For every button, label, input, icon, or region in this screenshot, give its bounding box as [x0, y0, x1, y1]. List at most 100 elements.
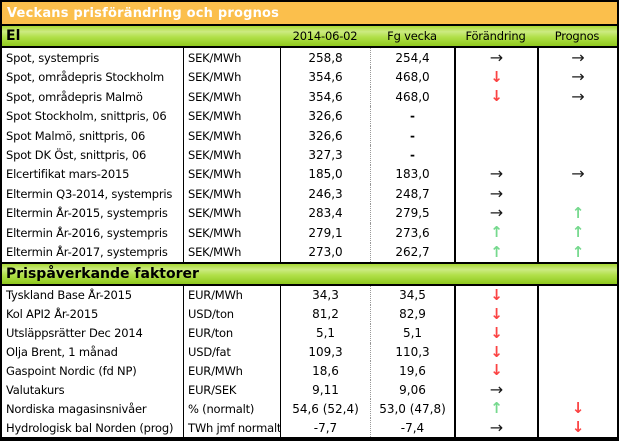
arrow-right-icon: → — [489, 203, 504, 223]
value-current: 258,8 — [280, 48, 370, 68]
change-cell: ↓ — [454, 285, 537, 305]
arrow-up-icon: ↑ — [490, 223, 503, 242]
arrow-down-icon: ↓ — [490, 304, 503, 323]
table-row: Spot, områdepris Stockholm SEK/MWh 354,6 46… — [2, 67, 617, 87]
arrow-down-icon: ↓ — [490, 285, 503, 304]
table-row: Nordiska magasinsnivåer % (normalt) 54,6 (… — [2, 399, 617, 419]
table-row: Spot Malmö, snittpris, 06 SEK/MWh 326,6- — [2, 125, 617, 146]
table-row: Eltermin Q3-2014, systempris SEK/MWh 246,3… — [2, 184, 617, 204]
forecast-cell — [537, 304, 617, 324]
forecast-cell: ↑ — [537, 203, 617, 224]
section-header-el: El 2014-06-02 Fg vecka Förändring Progno… — [2, 26, 617, 48]
value-previous: 9,06 — [370, 380, 454, 400]
row-unit: SEK/MWh — [183, 86, 280, 107]
change-cell: ↑ — [454, 223, 537, 243]
change-cell: ↓ — [454, 67, 537, 87]
change-cell — [454, 125, 537, 146]
row-label: Spot Malmö, snittpris, 06 — [6, 128, 146, 143]
table-row: Elcertifikat mars-2015 SEK/MWh 185,0 183,0 →… — [2, 164, 617, 185]
column-header-date: 2014-06-02 — [292, 29, 358, 43]
arrow-down-icon: ↓ — [571, 418, 585, 437]
value-previous: 248,7 — [370, 184, 454, 204]
change-cell: → — [454, 48, 537, 68]
value-current: 326,6 — [280, 106, 370, 126]
forecast-cell: ↓ — [537, 418, 617, 437]
row-label: Gaspoint Nordic (fd NP) — [6, 363, 137, 378]
value-current: 326,6 — [280, 125, 370, 146]
row-label: Eltermin År-2015, systempris — [6, 206, 168, 221]
value-previous: - — [370, 106, 454, 126]
change-cell: ↓ — [454, 323, 537, 343]
row-unit: SEK/MWh — [183, 106, 280, 126]
value-previous: - — [370, 125, 454, 146]
value-current: 354,6 — [280, 67, 370, 87]
arrow-up-icon: ↑ — [571, 203, 585, 222]
change-cell — [454, 106, 537, 126]
row-unit: SEK/MWh — [183, 164, 280, 185]
change-cell: → — [454, 418, 537, 437]
arrow-right-icon: → — [571, 164, 585, 184]
table-row: Spot DK Öst, snittpris, 06 SEK/MWh 327,3- — [2, 145, 617, 165]
row-label: Spot Stockholm, snittpris, 06 — [6, 109, 167, 124]
value-previous: -7,4 — [370, 418, 454, 437]
table-row: Eltermin År-2017, systempris SEK/MWh 273,0… — [2, 242, 617, 262]
forecast-cell — [537, 106, 617, 126]
arrow-right-icon: → — [489, 380, 504, 399]
table-row: Utsläppsrätter Dec 2014 EUR/ton 5,1 5,1 ↓ — [2, 323, 617, 343]
change-cell — [454, 145, 537, 165]
value-previous: 254,4 — [370, 48, 454, 68]
table-row: Tyskland Base År-2015 EUR/MWh 34,3 34,5 ↓ — [2, 285, 617, 305]
arrow-down-icon: ↓ — [490, 342, 503, 361]
value-current: 246,3 — [280, 184, 370, 204]
row-unit: SEK/MWh — [183, 223, 280, 243]
table-row: Kol API2 År-2015 USD/ton 81,2 82,9 ↓ — [2, 304, 617, 324]
forecast-cell — [537, 145, 617, 165]
forecast-cell — [537, 184, 617, 204]
value-previous: 273,6 — [370, 223, 454, 243]
row-unit: SEK/MWh — [183, 67, 280, 87]
table-row: Hydrologisk bal Norden (prog) TWh jmf nor… — [2, 418, 617, 437]
value-previous: 262,7 — [370, 242, 454, 262]
forecast-cell: → — [537, 48, 617, 68]
section-header-factors: Prispåverkande faktorer — [2, 261, 617, 286]
row-unit: % (normalt) — [183, 399, 280, 419]
arrow-right-icon: → — [489, 418, 504, 437]
row-unit: EUR/MWh — [183, 361, 280, 381]
row-unit: SEK/MWh — [183, 184, 280, 204]
forecast-cell — [537, 125, 617, 146]
forecast-cell — [537, 342, 617, 362]
value-current: 18,6 — [280, 361, 370, 381]
forecast-cell — [537, 285, 617, 305]
table-row: Eltermin År-2015, systempris SEK/MWh 283,4… — [2, 203, 617, 224]
arrow-up-icon: ↑ — [490, 399, 503, 418]
value-previous: 19,6 — [370, 361, 454, 381]
value-previous: 5,1 — [370, 323, 454, 343]
value-current: 5,1 — [280, 323, 370, 343]
report-title: Veckans prisförändring och prognos — [7, 5, 280, 21]
arrow-down-icon: ↓ — [490, 361, 503, 380]
value-current: 109,3 — [280, 342, 370, 362]
row-unit: EUR/MWh — [183, 285, 280, 305]
arrow-right-icon: → — [489, 164, 504, 184]
arrow-up-icon: ↑ — [571, 242, 585, 261]
value-previous: 468,0 — [370, 67, 454, 87]
value-current: 279,1 — [280, 223, 370, 243]
arrow-up-icon: ↑ — [571, 223, 585, 242]
forecast-cell: ↑ — [537, 223, 617, 243]
row-unit: USD/ton — [183, 304, 280, 324]
table-row: Spot, systempris SEK/MWh 258,8 254,4 → → — [2, 48, 617, 68]
value-previous: 82,9 — [370, 304, 454, 324]
arrow-right-icon: → — [571, 48, 585, 67]
value-previous: 53,0 (47,8) — [370, 399, 454, 419]
table-row: Spot, områdepris Malmö SEK/MWh 354,6 468,0 ↓… — [2, 86, 617, 107]
forecast-cell — [537, 361, 617, 381]
column-header-fg-vecka: Fg vecka — [387, 29, 437, 43]
change-cell: ↓ — [454, 86, 537, 107]
row-label: Utsläppsrätter Dec 2014 — [6, 326, 143, 341]
row-label: Nordiska magasinsnivåer — [6, 401, 147, 416]
row-unit: EUR/ton — [183, 323, 280, 343]
arrow-down-icon: ↓ — [490, 67, 503, 86]
value-current: 81,2 — [280, 304, 370, 324]
row-unit: EUR/SEK — [183, 380, 280, 400]
row-label: Tyskland Base År-2015 — [6, 288, 132, 303]
